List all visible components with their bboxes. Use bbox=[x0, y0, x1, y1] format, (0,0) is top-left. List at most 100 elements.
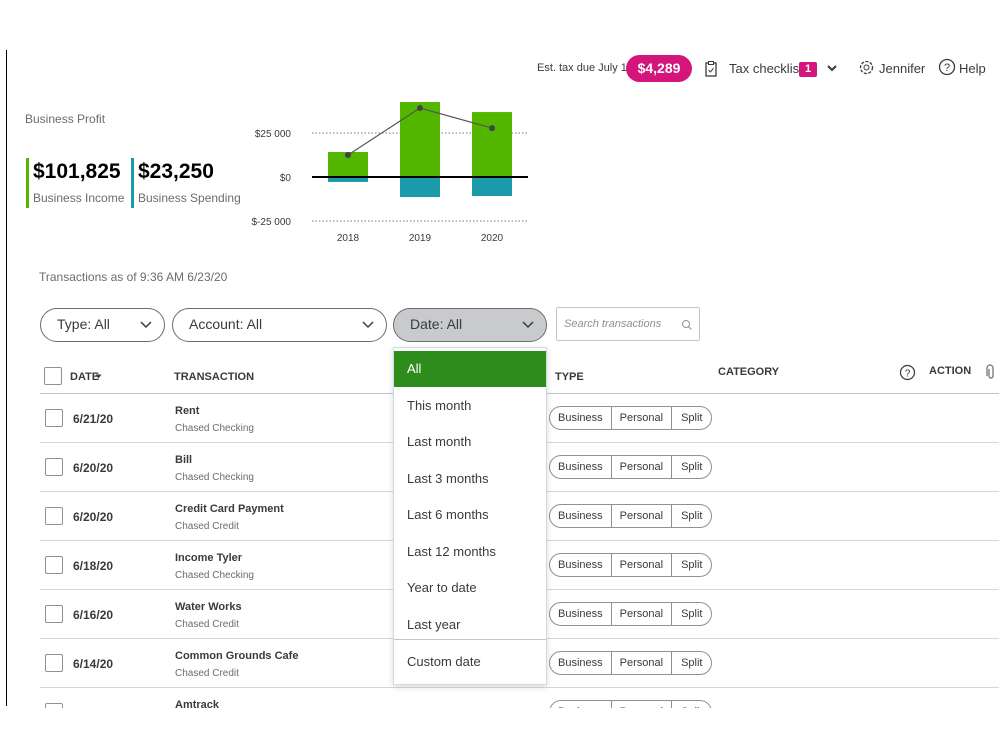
help-link[interactable]: Help bbox=[959, 61, 986, 76]
row-name: Credit Card Payment bbox=[175, 503, 284, 515]
tax-checklist[interactable]: Tax checklist bbox=[729, 61, 803, 76]
menu-option[interactable]: This month bbox=[407, 397, 472, 413]
col-date[interactable]: DATE bbox=[70, 371, 100, 383]
income-amount: $101,825 bbox=[33, 160, 121, 183]
date-menu: All This month Last month Last 3 months Last… bbox=[393, 347, 547, 685]
type-button[interactable]: Split bbox=[671, 505, 711, 527]
checklist-badge: 1 bbox=[799, 62, 817, 77]
type-button[interactable]: Business bbox=[550, 701, 611, 708]
type-button[interactable]: Split bbox=[671, 603, 711, 625]
select-all[interactable] bbox=[44, 367, 62, 385]
row-account: Chased Credit bbox=[175, 521, 239, 532]
row-checkbox[interactable] bbox=[45, 703, 63, 708]
menu-option[interactable]: All bbox=[394, 351, 546, 387]
row-account: Chased Checking bbox=[175, 570, 254, 581]
profit-dot bbox=[417, 105, 423, 112]
tax-amount[interactable]: $4,289 bbox=[626, 55, 692, 82]
row-checkbox[interactable] bbox=[45, 409, 63, 427]
type-button[interactable]: Business bbox=[558, 510, 603, 522]
type-button[interactable]: Split bbox=[671, 701, 711, 708]
app: Est. tax due July 15: $4,289 Tax checkli… bbox=[6, 50, 999, 708]
row-checkbox[interactable] bbox=[45, 605, 63, 623]
sort-arrow bbox=[95, 374, 102, 379]
account-filter[interactable]: Account: All bbox=[172, 308, 387, 342]
search-placeholder: Search transactions bbox=[564, 318, 662, 330]
type-button[interactable]: Business bbox=[558, 461, 603, 473]
y-tick-label: $25 000 bbox=[255, 129, 292, 140]
row-account: Chased Checking bbox=[175, 423, 254, 434]
account-filter-text: Account: All bbox=[189, 316, 263, 332]
row-rule bbox=[40, 687, 999, 688]
chevron[interactable] bbox=[826, 64, 838, 74]
type-button[interactable]: Personal bbox=[610, 554, 671, 576]
type-button[interactable]: Business bbox=[558, 608, 603, 620]
income-label: Business Income bbox=[33, 191, 125, 205]
help-icon[interactable]: ? bbox=[899, 364, 916, 381]
bar bbox=[400, 102, 440, 177]
type-button[interactable]: Business bbox=[558, 657, 603, 669]
x-tick-label: 2019 bbox=[409, 233, 432, 244]
as-of: Transactions as of 9:36 AM 6/23/20 bbox=[39, 270, 228, 284]
svg-text:?: ? bbox=[905, 369, 911, 380]
menu-option[interactable]: Last month bbox=[407, 434, 472, 449]
type-button[interactable]: Personal bbox=[610, 505, 671, 527]
row-checkbox[interactable] bbox=[45, 507, 63, 525]
clipboard-icon bbox=[705, 61, 717, 77]
tax-label: Est. tax due July 15: bbox=[537, 62, 637, 74]
type-button[interactable]: Split bbox=[671, 456, 711, 478]
bar bbox=[328, 177, 368, 182]
row-checkbox[interactable] bbox=[45, 458, 63, 476]
type-button[interactable]: Personal bbox=[610, 456, 671, 478]
type-filter[interactable]: Type: All bbox=[40, 308, 165, 342]
type-button[interactable]: Personal bbox=[610, 701, 671, 708]
row-name: Water Works bbox=[175, 601, 242, 613]
spending-amount: $23,250 bbox=[138, 160, 214, 183]
type-button[interactable]: Personal bbox=[610, 652, 671, 674]
search-icon bbox=[682, 320, 692, 330]
type-filter-text: Type: All bbox=[57, 316, 110, 332]
row-name: Bill bbox=[175, 454, 193, 466]
type-button[interactable]: Business bbox=[558, 559, 603, 571]
date-filter[interactable]: Date: All bbox=[393, 308, 547, 342]
type-button[interactable]: Split bbox=[671, 407, 711, 429]
gear-icon[interactable] bbox=[858, 59, 875, 76]
col-action: ACTION bbox=[929, 365, 972, 377]
svg-text:?: ? bbox=[944, 62, 950, 74]
row-date: 6/16/20 bbox=[73, 608, 114, 622]
income-accent bbox=[26, 158, 29, 208]
menu-option[interactable]: Last 3 months bbox=[407, 470, 489, 486]
row-date: 6/18/20 bbox=[73, 559, 114, 573]
row-account: Chased Credit bbox=[175, 668, 239, 679]
menu-option[interactable]: Custom date bbox=[407, 654, 481, 669]
row-name: Common Grounds Cafe bbox=[175, 650, 299, 662]
row-account: Chased Credit bbox=[175, 619, 239, 630]
type-button[interactable]: Personal bbox=[610, 603, 671, 625]
type-button[interactable]: Split bbox=[671, 652, 711, 674]
menu-option[interactable]: Last year bbox=[407, 616, 461, 632]
row-checkbox[interactable] bbox=[45, 654, 63, 672]
type-button[interactable]: Split bbox=[671, 554, 711, 576]
chevron bbox=[522, 321, 534, 329]
col-type: TYPE bbox=[555, 371, 584, 383]
menu-divider bbox=[394, 639, 546, 640]
date-filter-text: Date: All bbox=[410, 316, 463, 332]
type-button[interactable]: Business bbox=[558, 412, 603, 424]
user-name[interactable]: Jennifer bbox=[879, 61, 926, 76]
search-box[interactable]: Search transactions bbox=[556, 307, 700, 341]
menu-option[interactable]: Year to date bbox=[407, 580, 477, 595]
x-tick-label: 2018 bbox=[337, 233, 360, 244]
menu-option[interactable]: Last 6 months bbox=[407, 507, 489, 522]
row-name: Rent bbox=[175, 405, 200, 417]
help-icon[interactable]: ? bbox=[938, 58, 956, 76]
menu-option[interactable]: Last 12 months bbox=[407, 543, 496, 559]
row-checkbox[interactable] bbox=[45, 556, 63, 574]
profit-chart: $25 000 $0 $-25 000 2018 2019 2020 bbox=[252, 102, 528, 244]
chevron bbox=[362, 321, 374, 329]
y-tick-label: $0 bbox=[280, 173, 292, 184]
type-button[interactable]: Personal bbox=[610, 407, 671, 429]
attachment-icon bbox=[986, 364, 994, 379]
